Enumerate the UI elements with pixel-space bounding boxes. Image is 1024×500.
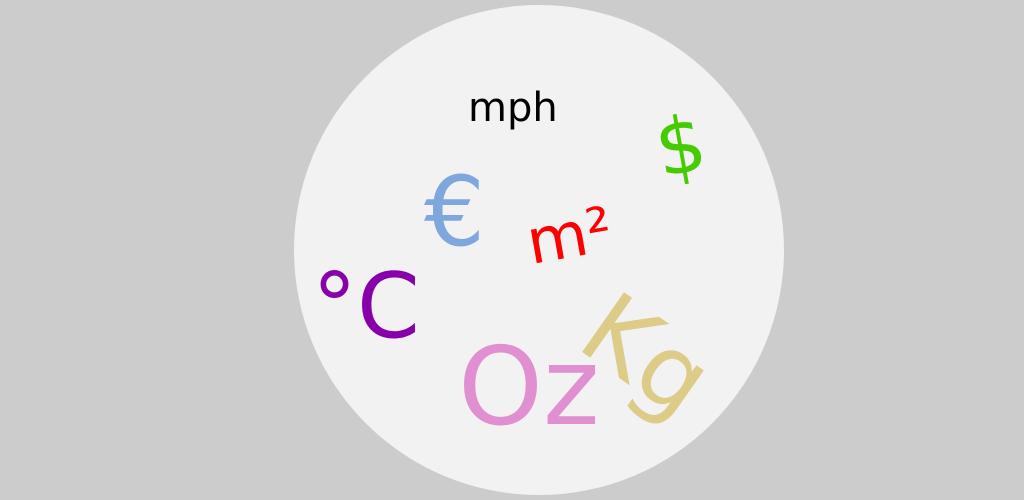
unit-euro: € [424, 156, 486, 268]
unit-mph: mph [468, 85, 558, 131]
circle-badge [294, 5, 784, 495]
unit-square-meter: m² [521, 192, 618, 279]
unit-ounce: Oz [458, 325, 600, 450]
unit-celsius: °C [312, 254, 420, 359]
